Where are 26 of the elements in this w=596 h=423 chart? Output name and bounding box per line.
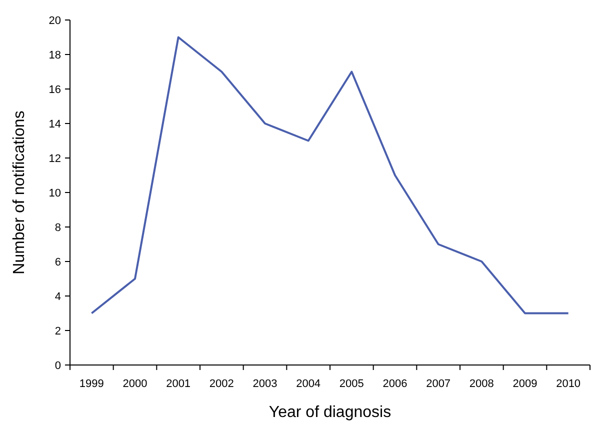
y-tick-label: 16	[48, 84, 61, 96]
y-tick-label: 20	[48, 14, 61, 27]
y-tick-label: 18	[48, 49, 61, 62]
x-axis-title: Year of diagnosis	[268, 404, 392, 421]
x-tick-label: 2009	[512, 378, 538, 390]
x-tick-label: 2004	[296, 378, 321, 390]
y-tick-label: 14	[48, 118, 61, 130]
x-tick-label: 2008	[469, 378, 494, 390]
y-tick-label: 4	[54, 290, 61, 303]
x-tick-label: 1999	[79, 378, 104, 390]
x-tick-label: 2001	[166, 378, 191, 390]
y-axis-title: Number of notifications	[11, 110, 28, 274]
x-tick-label: 2003	[252, 378, 278, 390]
x-tick-label: 2010	[556, 378, 581, 390]
x-tick-label: 2005	[339, 378, 364, 390]
y-tick-label: 12	[48, 152, 61, 165]
y-tick-label: 2	[54, 325, 61, 338]
line-series	[90, 36, 570, 314]
x-tick-label: 2000	[122, 378, 148, 390]
x-tick-label: 2002	[209, 378, 234, 390]
x-tick-label: 2006	[382, 378, 408, 390]
x-tick-label: 2007	[426, 378, 451, 390]
y-tick-label: 8	[54, 222, 61, 234]
y-tick-label: 6	[54, 256, 61, 268]
y-tick-label: 10	[48, 187, 61, 200]
y-tick-label: 0	[54, 360, 61, 372]
